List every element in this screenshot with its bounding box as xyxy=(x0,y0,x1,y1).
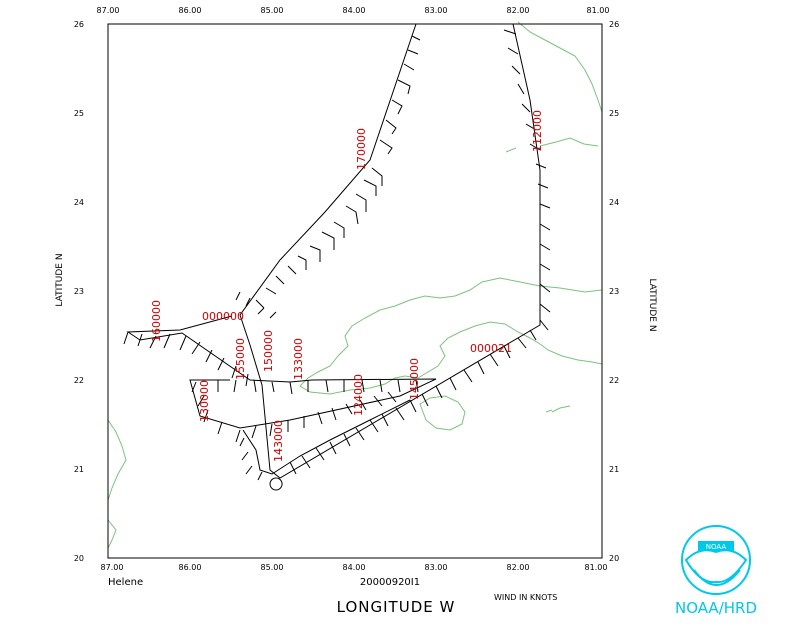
time-label: 124000 xyxy=(352,374,365,416)
lon-tick-label: 85.00 xyxy=(261,6,284,15)
y-axis-title-right: LATITUDE N xyxy=(647,278,657,331)
coastline-islands xyxy=(545,405,571,413)
lon-tick-label: 82.00 xyxy=(507,563,530,572)
time-label: 112000 xyxy=(531,110,544,152)
lat-tick-label: 23 xyxy=(609,287,619,296)
lat-tick-label: 21 xyxy=(74,465,84,474)
lat-tick-label: 24 xyxy=(609,198,619,207)
track-main xyxy=(239,23,541,479)
lon-tick-label: 87.00 xyxy=(101,563,124,572)
noaa-hrd-label: NOAA/HRD xyxy=(675,599,757,617)
time-label: 130000 xyxy=(198,380,211,422)
storm-name: Helene xyxy=(108,577,143,588)
coastline-florida-keys xyxy=(505,137,599,153)
lon-tick-label: 84.00 xyxy=(343,6,366,15)
track-west-loop xyxy=(126,315,437,429)
time-label: 150000 xyxy=(262,330,275,372)
noaa-logo: NOAA xyxy=(681,525,751,595)
time-label: 155000 xyxy=(234,338,247,380)
coastline-yucatan xyxy=(107,419,127,549)
lat-tick-label: 24 xyxy=(74,198,84,207)
coastline-cuba xyxy=(299,277,603,395)
lat-tick-label: 25 xyxy=(74,109,84,118)
lat-tick-label: 22 xyxy=(609,376,619,385)
datetime-label: 20000920I1 xyxy=(360,577,420,588)
lon-tick-label: 86.00 xyxy=(179,6,202,15)
lon-tick-label: 85.00 xyxy=(261,563,284,572)
lat-tick-label: 26 xyxy=(609,20,619,29)
time-label: 000000 xyxy=(202,310,244,323)
coastlines xyxy=(107,21,603,549)
x-axis-title: LONGITUDE W xyxy=(337,598,456,616)
time-label: 133000 xyxy=(292,338,305,380)
time-labels: 170000 112000 000000 160000 155000 15000… xyxy=(150,110,544,462)
lon-tick-label: 81.00 xyxy=(585,563,608,572)
lat-ticks-right: 26 25 24 23 22 21 20 xyxy=(609,20,619,563)
lat-tick-label: 22 xyxy=(74,376,84,385)
coastline-florida xyxy=(517,21,603,113)
time-label: 160000 xyxy=(150,300,163,342)
flight-track xyxy=(126,23,541,479)
lon-tick-label: 84.00 xyxy=(343,563,366,572)
lat-tick-label: 20 xyxy=(74,554,84,563)
track-south-loop xyxy=(242,399,411,475)
time-label: 170000 xyxy=(355,128,368,170)
lat-ticks-left: 26 25 24 23 22 21 20 xyxy=(74,20,84,563)
lat-tick-label: 20 xyxy=(609,554,619,563)
noaa-logo-bird-icon xyxy=(684,549,748,584)
coastline-isla-juventud xyxy=(419,395,466,431)
time-label: 143000 xyxy=(272,420,285,462)
lon-ticks-top: 87.00 86.00 85.00 84.00 83.00 82.00 81.0… xyxy=(97,6,610,15)
lon-tick-label: 83.00 xyxy=(425,6,448,15)
time-label: 145000 xyxy=(408,358,421,400)
lon-tick-label: 86.00 xyxy=(179,563,202,572)
wind-barbs xyxy=(123,29,551,491)
lon-tick-label: 83.00 xyxy=(425,563,448,572)
lon-ticks-bottom: 87.00 86.00 85.00 84.00 83.00 82.00 81.0… xyxy=(101,563,608,572)
wind-units-label: WIND IN KNOTS xyxy=(494,593,557,602)
lat-tick-label: 25 xyxy=(609,109,619,118)
y-axis-title-left: LATITUDE N xyxy=(55,253,65,306)
lon-tick-label: 87.00 xyxy=(97,6,120,15)
lat-tick-label: 23 xyxy=(74,287,84,296)
time-label: 000021 xyxy=(470,342,512,355)
lon-tick-label: 82.00 xyxy=(507,6,530,15)
lat-tick-label: 21 xyxy=(609,465,619,474)
plot-frame xyxy=(107,23,603,559)
noaa-logo-circle xyxy=(681,525,751,595)
lat-tick-label: 26 xyxy=(74,20,84,29)
noaa-logo-inner-text: NOAA xyxy=(706,543,727,551)
lon-tick-label: 81.00 xyxy=(587,6,610,15)
